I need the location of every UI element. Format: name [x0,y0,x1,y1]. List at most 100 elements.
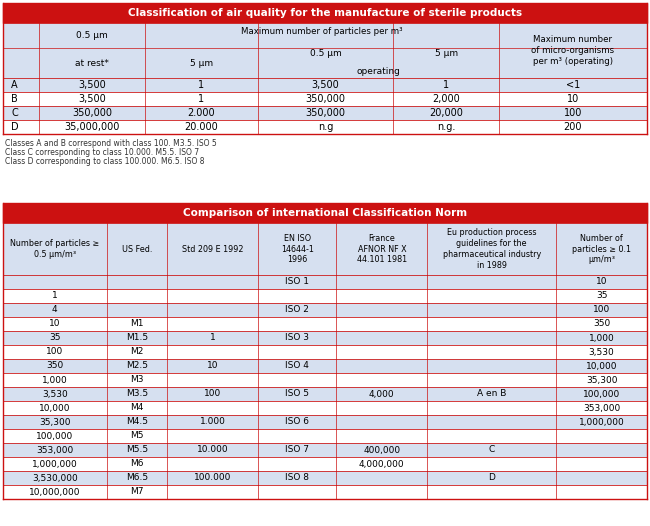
Text: Class D corresponding to class 100.000. M6.5. ISO 8: Class D corresponding to class 100.000. … [5,157,205,166]
Text: 100,000: 100,000 [583,389,620,399]
Text: 3,500: 3,500 [78,80,106,90]
Text: Std 209 E 1992: Std 209 E 1992 [182,245,243,254]
Text: 2,000: 2,000 [432,94,460,104]
Text: 10,000,000: 10,000,000 [29,488,81,497]
Text: 10,000: 10,000 [586,361,617,370]
Text: Classification of air quality for the manufacture of sterile products: Classification of air quality for the ma… [128,8,522,18]
Text: 35,300: 35,300 [39,418,70,427]
Bar [3,429,647,443]
Text: 4: 4 [52,306,58,315]
Text: ISO 5: ISO 5 [285,389,309,399]
Text: Number of particles ≥
0.5 µm/m³: Number of particles ≥ 0.5 µm/m³ [10,239,99,259]
Text: 350: 350 [46,361,64,370]
Text: 1: 1 [52,291,58,300]
Text: M3: M3 [130,376,144,385]
Text: 400,000: 400,000 [363,446,400,454]
Text: 1: 1 [443,80,449,90]
Text: 4,000,000: 4,000,000 [359,460,405,469]
Bar [3,23,647,78]
Text: 1,000,000: 1,000,000 [578,418,625,427]
Text: 20.000: 20.000 [185,122,218,132]
Bar [3,485,647,499]
Text: 0.5 µm: 0.5 µm [76,32,108,41]
Text: 350: 350 [593,319,610,329]
Text: 10: 10 [49,319,60,329]
Text: 100: 100 [593,306,610,315]
Text: M5: M5 [130,431,144,440]
Text: 1.000: 1.000 [200,418,226,427]
Text: operating: operating [356,67,400,76]
Text: Maximum number of particles per m³: Maximum number of particles per m³ [241,27,402,36]
Bar [3,359,647,373]
Text: 35: 35 [596,291,607,300]
Text: ISO 6: ISO 6 [285,418,309,427]
Bar [3,373,647,387]
Text: 35: 35 [49,333,60,342]
Text: 4,000: 4,000 [369,389,395,399]
Bar [3,203,647,223]
Text: ISO 8: ISO 8 [285,473,309,482]
Text: A: A [11,80,18,90]
Text: 10,000: 10,000 [39,403,70,412]
Text: 10: 10 [567,94,579,104]
Bar [3,120,647,134]
Text: n.g: n.g [318,122,333,132]
Text: 10: 10 [596,278,607,287]
Text: M3.5: M3.5 [126,389,148,399]
Bar [3,92,647,106]
Text: 3,500: 3,500 [312,80,339,90]
Text: 3,530: 3,530 [42,389,68,399]
Text: 353,000: 353,000 [36,446,73,454]
Text: 1,000: 1,000 [42,376,68,385]
Text: France
AFNOR NF X
44.101 1981: France AFNOR NF X 44.101 1981 [357,234,407,264]
Text: Number of
particles ≥ 0.1
µm/m³: Number of particles ≥ 0.1 µm/m³ [572,234,631,264]
Text: M2.5: M2.5 [126,361,148,370]
Text: US Fed.: US Fed. [122,245,152,254]
Text: 200: 200 [564,122,582,132]
Text: 1,000: 1,000 [589,333,614,342]
Text: 100,000: 100,000 [36,431,73,440]
Bar [3,223,647,275]
Text: D: D [11,122,19,132]
Text: M4: M4 [130,403,144,412]
Bar [3,471,647,485]
Bar [3,387,647,401]
Text: EN ISO
14644-1
1996: EN ISO 14644-1 1996 [281,234,314,264]
Text: 1: 1 [210,333,216,342]
Text: ISO 7: ISO 7 [285,446,309,454]
Text: ISO 1: ISO 1 [285,278,309,287]
Text: 35,000,000: 35,000,000 [64,122,120,132]
Text: Maximum number
of micro-organisms
per m³ (operating): Maximum number of micro-organisms per m³… [532,35,614,66]
Text: M4.5: M4.5 [126,418,148,427]
Text: ISO 3: ISO 3 [285,333,309,342]
Bar [3,401,647,415]
Bar [3,78,647,92]
Text: Eu production process
guidelines for the
pharmaceutical industry
in 1989: Eu production process guidelines for the… [443,228,541,270]
Text: 0.5 µm: 0.5 µm [310,49,341,58]
Bar [3,303,647,317]
Bar [3,275,647,289]
Text: 2.000: 2.000 [188,108,215,118]
Bar [3,443,647,457]
Text: 350,000: 350,000 [306,108,346,118]
Text: <1: <1 [566,80,580,90]
Text: 10.000: 10.000 [197,446,228,454]
Text: M1.5: M1.5 [126,333,148,342]
Text: 1: 1 [198,80,204,90]
Bar [3,289,647,303]
Text: M7: M7 [130,488,144,497]
Text: M2: M2 [130,348,144,357]
Text: 35,300: 35,300 [586,376,617,385]
Text: 1,000,000: 1,000,000 [32,460,77,469]
Text: M5.5: M5.5 [126,446,148,454]
Text: 100: 100 [204,389,221,399]
Text: ISO 2: ISO 2 [285,306,309,315]
Text: 100: 100 [46,348,64,357]
Text: 5 µm: 5 µm [434,49,458,58]
Text: 100.000: 100.000 [194,473,231,482]
Text: 350,000: 350,000 [306,94,346,104]
Bar [3,106,647,120]
Text: n.g.: n.g. [437,122,455,132]
Text: C: C [11,108,18,118]
Text: 5 µm: 5 µm [190,58,213,67]
